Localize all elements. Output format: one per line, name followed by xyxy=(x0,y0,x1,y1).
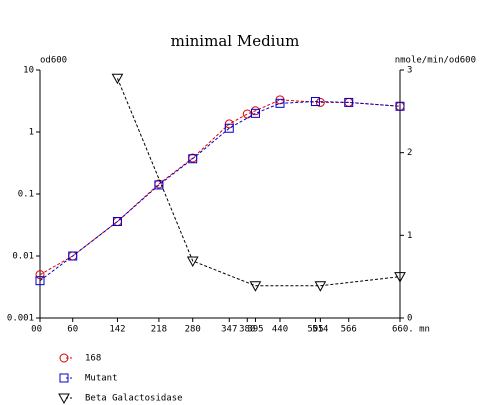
x-tick-label: 505 xyxy=(307,325,323,335)
legend-marker xyxy=(59,353,69,363)
x-tick-label: 347 xyxy=(221,325,237,335)
chart-title: minimal Medium xyxy=(171,32,300,50)
marker xyxy=(154,180,164,190)
marker xyxy=(344,97,354,107)
x-tick-label: 00 xyxy=(31,325,42,335)
y-axis-label: od600 xyxy=(40,56,67,66)
legend-label: Mutant xyxy=(85,374,118,384)
x-tick-label: 142 xyxy=(109,325,125,335)
marker xyxy=(310,97,320,107)
marker xyxy=(224,123,234,133)
marker xyxy=(250,108,260,118)
x-tick-label: 280 xyxy=(185,325,201,335)
legend-marker xyxy=(59,373,69,383)
series-line xyxy=(116,78,401,287)
marker xyxy=(112,217,122,227)
series-line xyxy=(39,101,401,282)
marker xyxy=(68,251,78,261)
y2-tick-label: 2 xyxy=(407,148,412,158)
marker xyxy=(188,154,198,164)
x-tick-label: 660. mn xyxy=(392,325,430,335)
series-line xyxy=(39,99,401,276)
legend-marker xyxy=(58,393,70,405)
y2-tick-label: 1 xyxy=(407,231,412,241)
x-tick-label: 380 xyxy=(239,325,255,335)
marker xyxy=(395,101,405,111)
y-tick-label: 10 xyxy=(23,66,34,76)
y-tick-label: 0.01 xyxy=(12,252,34,262)
x-tick-label: 440 xyxy=(272,325,288,335)
marker xyxy=(275,98,285,108)
marker xyxy=(249,281,262,292)
y2-tick-label: 3 xyxy=(407,66,412,76)
marker xyxy=(35,270,45,280)
x-tick-label: 218 xyxy=(151,325,167,335)
x-tick-label: 60 xyxy=(67,325,78,335)
y2-tick-label: 0 xyxy=(407,314,412,324)
x-tick-label: 566 xyxy=(341,325,357,335)
x-tick-label: 395 xyxy=(247,325,263,335)
marker xyxy=(111,73,124,85)
legend-label: 168 xyxy=(85,354,101,364)
marker xyxy=(186,256,199,267)
legend-label: Beta Galactosidase xyxy=(85,394,183,404)
marker xyxy=(315,97,325,107)
y-tick-label: 0.1 xyxy=(18,190,34,200)
y2-axis-label: nmole/min/od600 xyxy=(395,56,476,66)
y-tick-label: 1 xyxy=(29,128,34,138)
marker xyxy=(35,276,45,286)
y-tick-label: 0.001 xyxy=(7,314,34,324)
x-tick-label: 514 xyxy=(312,325,328,335)
marker xyxy=(394,272,406,283)
marker xyxy=(314,281,327,292)
